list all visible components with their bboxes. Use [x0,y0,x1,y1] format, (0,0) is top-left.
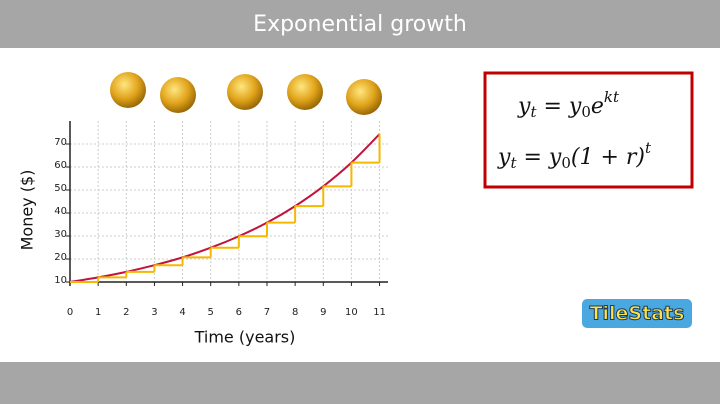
x-tick-label: 2 [123,307,129,318]
y-tick-label: 10 [54,275,67,286]
y-tick-label: 40 [54,206,67,217]
equation-part: 0 [581,103,591,121]
equation-part: 0 [561,154,571,172]
x-tick-label: 7 [264,307,270,318]
coin [160,77,196,113]
equation-part: e [591,94,604,119]
x-tick-label: 5 [208,307,214,318]
y-tick-label: 60 [54,160,67,171]
footer-bar [0,362,720,404]
growth-curve [69,133,381,283]
x-tick-label: 1 [95,307,101,318]
equation-part: y [517,94,531,119]
equation: yt = y0(1 + r)t [497,139,652,172]
x-axis-label: Time (years) [194,328,296,347]
x-tick-label: 10 [345,307,358,318]
equation-part: = y [516,145,561,170]
coin [227,74,263,110]
equation: yt = y0ekt [517,88,620,121]
x-tick-label: 4 [179,307,185,318]
equation-part: t [645,139,652,157]
coins [110,72,382,115]
y-tick-label: 30 [54,229,67,240]
equation-part: = y [536,94,581,119]
x-tick-label: 3 [151,307,157,318]
y-axis-label: Money ($) [18,170,37,251]
chart: 0 1 2 3 4 5 6 7 8 9 10 11 10 20 30 40 50 60 70 Time (years)… [18,121,388,347]
coin [287,74,323,110]
equation-part: (1 + r) [571,145,645,170]
equation-box [483,71,694,189]
y-tick-label: 20 [54,252,67,263]
logo: TileStats [590,303,685,325]
x-tick-label: 8 [292,307,298,318]
y-tick-label: 50 [54,183,67,194]
equation-part: kt [604,88,620,106]
y-tick-label: 70 [54,137,67,148]
x-tick-label: 0 [67,307,73,318]
title-bar [0,0,720,48]
x-tick-label: 9 [320,307,326,318]
equation-part: t [530,103,537,121]
x-tick-label: 11 [373,307,386,318]
coin [110,72,146,108]
equation-part: y [497,145,511,170]
equation-part: t [510,154,517,172]
x-tick-label: 6 [236,307,242,318]
title: Exponential growth [253,12,467,37]
coin [346,79,382,115]
logo-bg [582,299,692,328]
